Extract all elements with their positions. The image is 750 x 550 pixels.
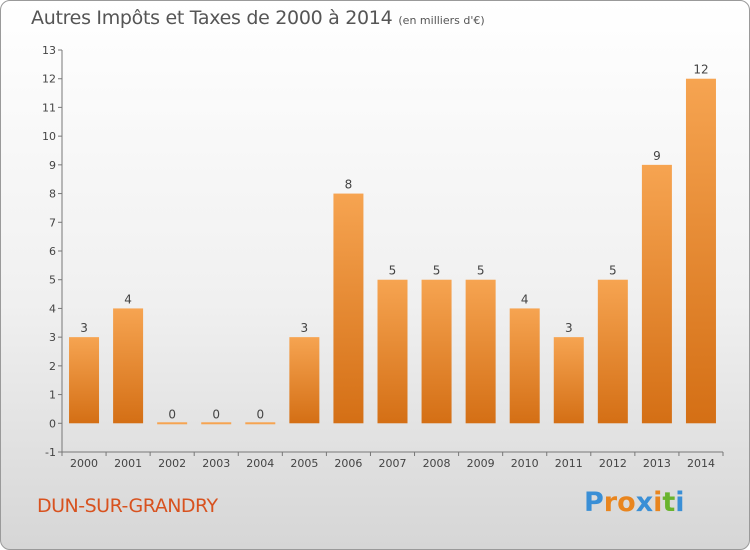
x-tick-label: 2011 bbox=[555, 457, 583, 470]
x-tick-label: 2013 bbox=[643, 457, 671, 470]
x-tick-label: 2009 bbox=[467, 457, 495, 470]
x-tick-label: 2010 bbox=[511, 457, 539, 470]
x-tick-label: 2002 bbox=[158, 457, 186, 470]
logo-letter: r bbox=[603, 487, 618, 518]
data-label: 3 bbox=[565, 321, 573, 335]
data-label: 5 bbox=[389, 264, 397, 278]
y-tick-label: 2 bbox=[49, 360, 56, 373]
commune-name: DUN-SUR-GRANDRY bbox=[37, 495, 218, 517]
y-tick-label: 13 bbox=[42, 44, 56, 57]
y-tick-label: 8 bbox=[49, 188, 56, 201]
x-tick-label: 2004 bbox=[246, 457, 274, 470]
x-tick-label: 2001 bbox=[114, 457, 142, 470]
y-tick-label: 5 bbox=[49, 274, 56, 287]
data-label: 0 bbox=[256, 407, 264, 421]
data-label: 8 bbox=[345, 178, 353, 192]
data-label: 5 bbox=[609, 264, 617, 278]
data-label: 5 bbox=[477, 264, 485, 278]
logo-letter: o bbox=[617, 487, 636, 518]
bar bbox=[377, 279, 408, 424]
y-tick-label: 0 bbox=[49, 417, 56, 430]
data-label: 0 bbox=[212, 407, 220, 421]
logo-letter: x bbox=[635, 487, 654, 518]
y-tick-label: -1 bbox=[45, 446, 56, 459]
x-tick-label: 2006 bbox=[334, 457, 362, 470]
x-tick-label: 2000 bbox=[70, 457, 98, 470]
bar bbox=[641, 164, 672, 424]
x-tick-label: 2012 bbox=[599, 457, 627, 470]
data-label: 3 bbox=[80, 321, 88, 335]
logo-letter: P bbox=[584, 487, 604, 518]
y-tick-label: 10 bbox=[42, 130, 56, 143]
bar bbox=[685, 78, 716, 424]
x-tick-label: 2003 bbox=[202, 457, 230, 470]
y-tick-label: 3 bbox=[49, 331, 56, 344]
bar bbox=[201, 422, 232, 425]
data-label: 4 bbox=[124, 292, 132, 306]
data-label: 4 bbox=[521, 292, 529, 306]
bar bbox=[113, 308, 144, 424]
y-tick-label: 4 bbox=[49, 302, 56, 315]
bar bbox=[509, 308, 540, 424]
x-tick-label: 2007 bbox=[379, 457, 407, 470]
logo-letter: i bbox=[653, 487, 663, 518]
bar bbox=[289, 337, 320, 424]
bars: 3 4 0 0 0 3 8 5 5 5 4 3 5 9 12 bbox=[69, 63, 716, 425]
y-tick-label: 12 bbox=[42, 73, 56, 86]
bar bbox=[465, 279, 496, 424]
bar bbox=[69, 337, 100, 424]
logo-letter: t bbox=[662, 487, 676, 518]
y-tick-label: 7 bbox=[49, 216, 56, 229]
data-label: 0 bbox=[168, 407, 176, 421]
bar bbox=[157, 422, 188, 425]
bar bbox=[333, 193, 364, 424]
bar bbox=[597, 279, 628, 424]
data-label: 9 bbox=[653, 149, 661, 163]
chart-title-text: Autres Impôts et Taxes de 2000 à 2014 bbox=[31, 7, 393, 29]
x-tick-label: 2005 bbox=[290, 457, 318, 470]
data-label: 12 bbox=[693, 63, 708, 77]
x-tick-label: 2014 bbox=[687, 457, 715, 470]
bar bbox=[421, 279, 452, 424]
y-tick-label: 1 bbox=[49, 389, 56, 402]
y-tick-label: 6 bbox=[49, 245, 56, 258]
y-tick-label: 11 bbox=[42, 101, 56, 114]
y-tick-label: 9 bbox=[49, 159, 56, 172]
bar bbox=[553, 337, 584, 424]
logo-letter: i bbox=[675, 487, 685, 518]
data-label: 3 bbox=[301, 321, 309, 335]
x-tick-label: 2008 bbox=[423, 457, 451, 470]
chart-title: Autres Impôts et Taxes de 2000 à 2014 (en… bbox=[31, 7, 485, 29]
bar bbox=[245, 422, 276, 425]
data-label: 5 bbox=[433, 264, 441, 278]
proxiti-logo: Proxiti bbox=[584, 487, 685, 518]
chart-unit: (en milliers d'€) bbox=[398, 14, 485, 27]
